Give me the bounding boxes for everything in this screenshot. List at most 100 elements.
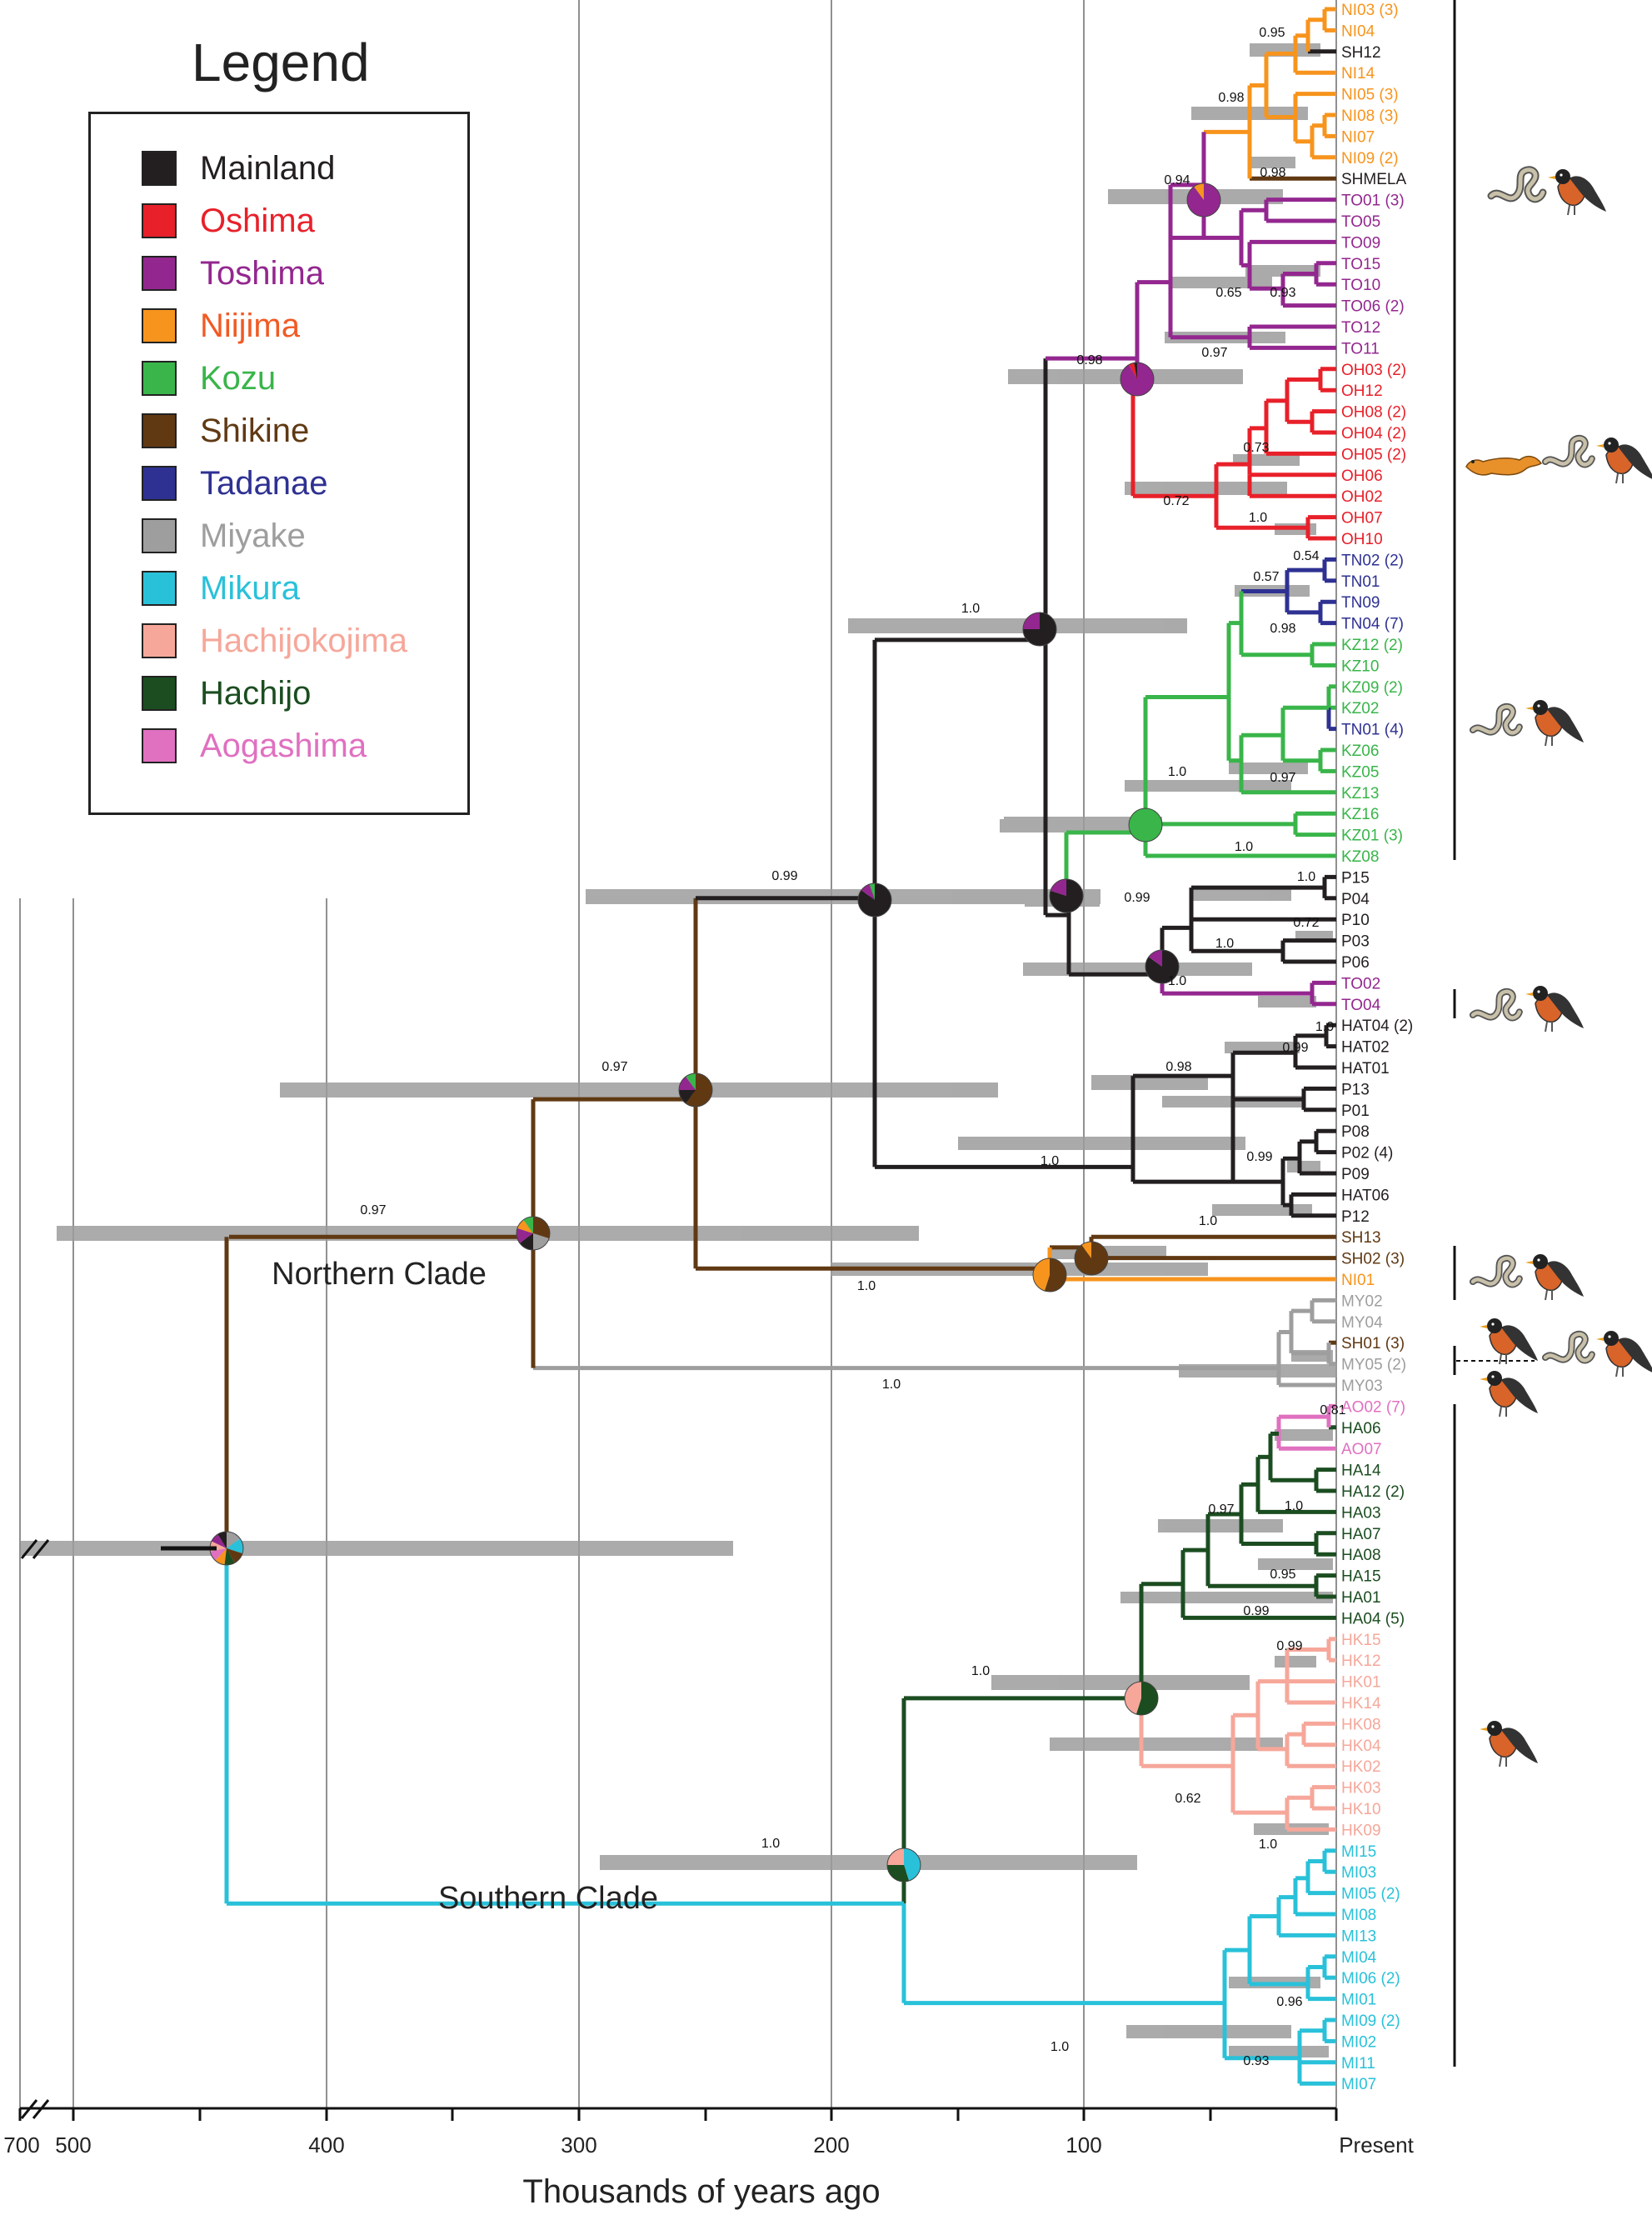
tip-label: OH06 [1341,468,1383,485]
tip-label: TO10 [1341,277,1380,294]
tip-label: HA15 [1341,1568,1381,1586]
support-value: 0.98 [1270,622,1295,636]
support-value: 0.65 [1215,286,1241,300]
legend-item: Shikine [142,408,309,454]
legend-item: Mainland [142,145,335,192]
node-pie [886,1848,921,1882]
tip-label: HAT06 [1341,1187,1390,1204]
support-value: 1.0 [1051,2040,1069,2054]
tip-label: KZ02 [1341,700,1379,718]
axis-tick-label: 100 [1066,2132,1101,2158]
bird-icon [1548,169,1606,216]
tip-label: HA01 [1341,1589,1381,1607]
tip-label: TO15 [1341,256,1380,273]
legend-item: Oshima [142,198,315,244]
support-labels: 0.95 0.98 0.98 0.94 0.65 0.93 0.97 0.98 0.73 0.72… [360,26,1345,2068]
legend-swatch [142,676,177,711]
tip-label: TO01 (3) [1341,192,1405,210]
tip-label: NI07 [1341,128,1375,146]
tip-label: P12 [1341,1208,1370,1226]
support-value: 0.97 [1270,771,1295,785]
tip-label: KZ09 (2) [1341,679,1403,697]
legend-label: Mikura [200,569,301,607]
tip-label: P01 [1341,1102,1370,1120]
tip-label: NI08 (3) [1341,108,1399,125]
tip-label: NI05 (3) [1341,87,1399,104]
predator-icons [1465,166,1652,1768]
legend-label: Mainland [200,149,336,187]
tip-label: KZ13 [1341,785,1379,802]
support-value: 0.95 [1259,26,1285,40]
tip-label: NI01 [1341,1272,1375,1289]
tip-label: TO05 [1341,213,1380,231]
support-value: 1.0 [971,1664,990,1678]
tip-label: P06 [1341,954,1370,972]
support-value: 0.99 [1282,1041,1308,1055]
tip-label: HA08 [1341,1547,1381,1564]
bird-icon [1480,1721,1538,1768]
support-value: 0.99 [1124,891,1150,905]
tip-label: TO06 (2) [1341,298,1405,316]
tip-label: P10 [1341,912,1370,929]
axis-tick-label: 400 [308,2132,344,2158]
support-value: 0.81 [1320,1403,1345,1418]
legend-swatch [142,151,177,186]
tip-label: OH07 [1341,510,1383,528]
support-value: 1.0 [1215,937,1234,951]
bird-icon [1596,438,1652,484]
tip-labels: NI03 (3) NI04 SH12 NI14 NI05 (3) NI08 (3) NI07… [1341,2,1413,2093]
bird-icon [1525,986,1584,1032]
tip-label: KZ12 (2) [1341,637,1403,654]
node-pie [1124,1681,1159,1716]
bird-icon [1596,1331,1652,1378]
tip-label: TO02 [1341,975,1380,992]
tip-label: P13 [1341,1081,1370,1098]
support-value: 1.0 [1315,1020,1334,1034]
support-value: 0.72 [1163,494,1189,508]
tip-label: MI02 [1341,2033,1376,2051]
tip-label: MI07 [1341,2076,1376,2093]
tip-label: OH05 (2) [1341,446,1406,463]
tip-label: P08 [1341,1123,1370,1141]
snake-icon [1541,434,1595,468]
legend-item: Aogashima [142,722,367,769]
tip-label: NI09 (2) [1341,150,1399,168]
tip-label: HAT01 [1341,1060,1390,1078]
tip-label: MY04 [1341,1314,1383,1332]
support-value: 1.0 [1168,974,1186,988]
legend-label: Hachijo [200,674,312,712]
axis-tick-label: 700 [3,2132,39,2158]
legend-label: Oshima [200,202,315,239]
tip-label: HK15 [1341,1632,1381,1649]
tip-label: HK02 [1341,1758,1381,1776]
support-value: 0.57 [1253,570,1279,584]
tip-label: OH02 [1341,488,1383,506]
legend-title: Legend [192,32,370,92]
support-value: 0.93 [1270,286,1295,300]
legend-item: Miyake [142,512,306,559]
snake-icon [1469,702,1523,737]
legend-label: Shikine [200,412,310,449]
tip-label: MI09 (2) [1341,2012,1400,2030]
tip-label: TN04 (7) [1341,616,1404,633]
southern-clade-label: Southern Clade [438,1881,658,1916]
axis-title: Thousands of years ago [522,2173,880,2210]
legend-label: Tadanae [200,464,328,502]
tip-label: HK12 [1341,1652,1381,1670]
time-gridlines [19,0,1337,2108]
tip-label: MI13 [1341,1928,1376,1945]
tip-label: KZ10 [1341,658,1379,675]
node-pie [1186,182,1221,218]
tip-label: MI08 [1341,1907,1376,1924]
legend-label: Hachijokojima [200,622,407,659]
tip-label: OH08 (2) [1341,404,1406,422]
support-value: 0.99 [1276,1639,1302,1653]
tip-label: MI01 [1341,1992,1376,2009]
axis-tick-label: 200 [813,2132,849,2158]
tip-label: TN09 [1341,594,1380,612]
tip-label: TO09 [1341,234,1380,252]
node-pie [1074,1241,1109,1276]
tip-label: KZ16 [1341,806,1379,823]
tip-label: MI03 [1341,1864,1376,1882]
support-value: 0.98 [1260,166,1285,180]
